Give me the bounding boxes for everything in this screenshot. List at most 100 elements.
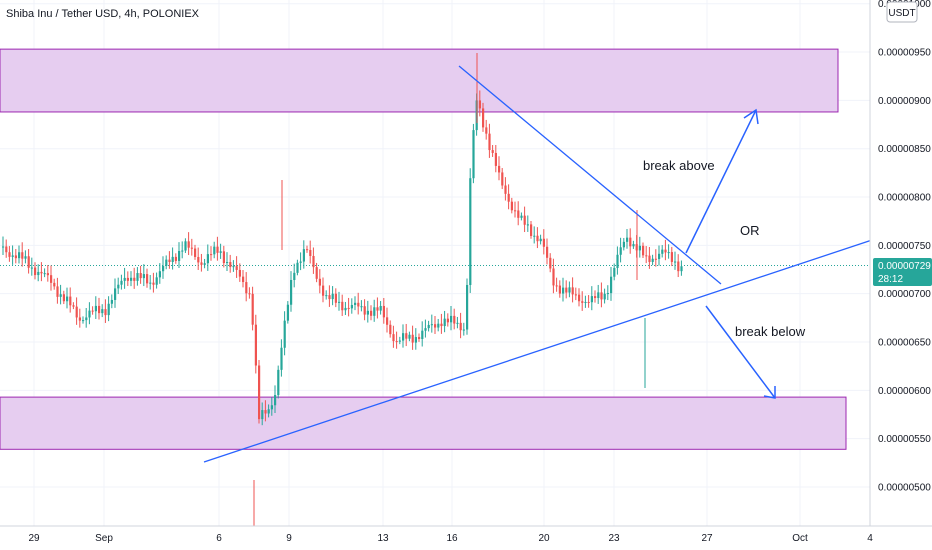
descending-trendline[interactable] (458, 65, 722, 285)
candle-body (408, 334, 411, 339)
price-tick-label: 0.00000750 (878, 241, 931, 252)
candle-body (670, 252, 673, 262)
candle-body (542, 238, 545, 247)
candle-body (581, 301, 584, 303)
candle-body (341, 301, 344, 311)
candle-body (232, 266, 235, 268)
candle-body (485, 127, 488, 134)
candle-body (306, 249, 309, 251)
candle-body (251, 293, 254, 325)
candle-body (360, 306, 363, 308)
candle-body (296, 262, 299, 273)
candle-body (507, 193, 510, 202)
candle-body (363, 306, 366, 315)
candle-body (437, 323, 440, 328)
candle-body (142, 274, 145, 279)
candle-body (664, 249, 667, 253)
annotation-break-below: break below (735, 324, 806, 339)
candle-body (162, 265, 165, 272)
candle-body (562, 287, 565, 294)
candle-body (302, 249, 305, 262)
candle-body (158, 271, 161, 278)
candle-body (219, 251, 222, 253)
candle-body (533, 235, 536, 237)
candle-body (395, 341, 398, 343)
candle-body (520, 215, 523, 218)
candle-body (187, 241, 190, 248)
candle-body (11, 255, 14, 257)
candle-body (56, 286, 59, 297)
candle-body (597, 292, 600, 299)
candle-countdown: 28:12 (878, 274, 903, 285)
candle-body (616, 254, 619, 268)
candle-body (82, 320, 85, 322)
candle-body (430, 324, 433, 326)
candle-body (24, 256, 27, 259)
candle-body (75, 306, 78, 318)
candle-body (456, 322, 459, 324)
candle-body (203, 263, 206, 265)
candle-body (226, 262, 229, 264)
candle-body (216, 246, 219, 253)
candle-body (370, 310, 373, 316)
ascending-trendline[interactable] (203, 239, 873, 463)
candle-body (283, 320, 286, 348)
candle-body (552, 268, 555, 286)
candle-body (139, 273, 142, 279)
usdt-scale-icon[interactable] (886, 1, 918, 23)
candle-body (50, 275, 53, 283)
candle-body (107, 303, 110, 316)
candle-body (299, 261, 302, 263)
candle-body (539, 238, 542, 242)
candle-body (98, 305, 101, 314)
time-tick-label: 20 (538, 533, 550, 544)
candle-body (594, 296, 597, 299)
candle-body (274, 395, 277, 406)
candle-body (424, 328, 427, 331)
candle-body (66, 296, 69, 302)
candle-body (181, 250, 184, 252)
candle-body (238, 269, 241, 277)
time-axis-panel[interactable] (0, 526, 932, 550)
candle-body (421, 330, 424, 340)
candle-body (334, 293, 337, 303)
candle-body (578, 294, 581, 302)
candle-body (318, 278, 321, 286)
candle-body (405, 333, 408, 339)
candle-body (414, 337, 417, 343)
chart-title: Shiba Inu / Tether USD, 4h, POLONIEX (6, 8, 200, 20)
candle-body (34, 267, 37, 276)
candle-body (37, 271, 40, 276)
time-tick-label: Sep (95, 533, 113, 544)
candle-body (94, 305, 97, 312)
candle-body (546, 246, 549, 258)
candle-body (91, 310, 94, 312)
break-above-arrow (685, 109, 757, 254)
candle-body (619, 247, 622, 255)
candle-body (677, 261, 680, 272)
candle-body (654, 258, 657, 260)
annotation-break-above: break above (643, 158, 715, 173)
candle-body (286, 304, 289, 321)
candle-body (114, 288, 117, 300)
candle-body (488, 133, 491, 151)
candle-body (338, 301, 341, 303)
candle-body (632, 244, 635, 247)
zone-resistance[interactable] (0, 48, 839, 113)
candle-body (210, 254, 213, 256)
currency-label[interactable]: USDT (888, 8, 915, 19)
candle-body (626, 237, 629, 242)
candle-body (523, 215, 526, 225)
time-tick-label: 23 (608, 533, 620, 544)
candle-body (574, 294, 577, 296)
zone-support[interactable] (0, 396, 847, 450)
candle-body (600, 292, 603, 300)
candle-body (222, 251, 225, 264)
candle-body (130, 277, 133, 281)
annotation-or: OR (740, 223, 760, 238)
candle-body (680, 266, 683, 272)
candle-body (472, 130, 475, 179)
candle-body (5, 246, 8, 253)
